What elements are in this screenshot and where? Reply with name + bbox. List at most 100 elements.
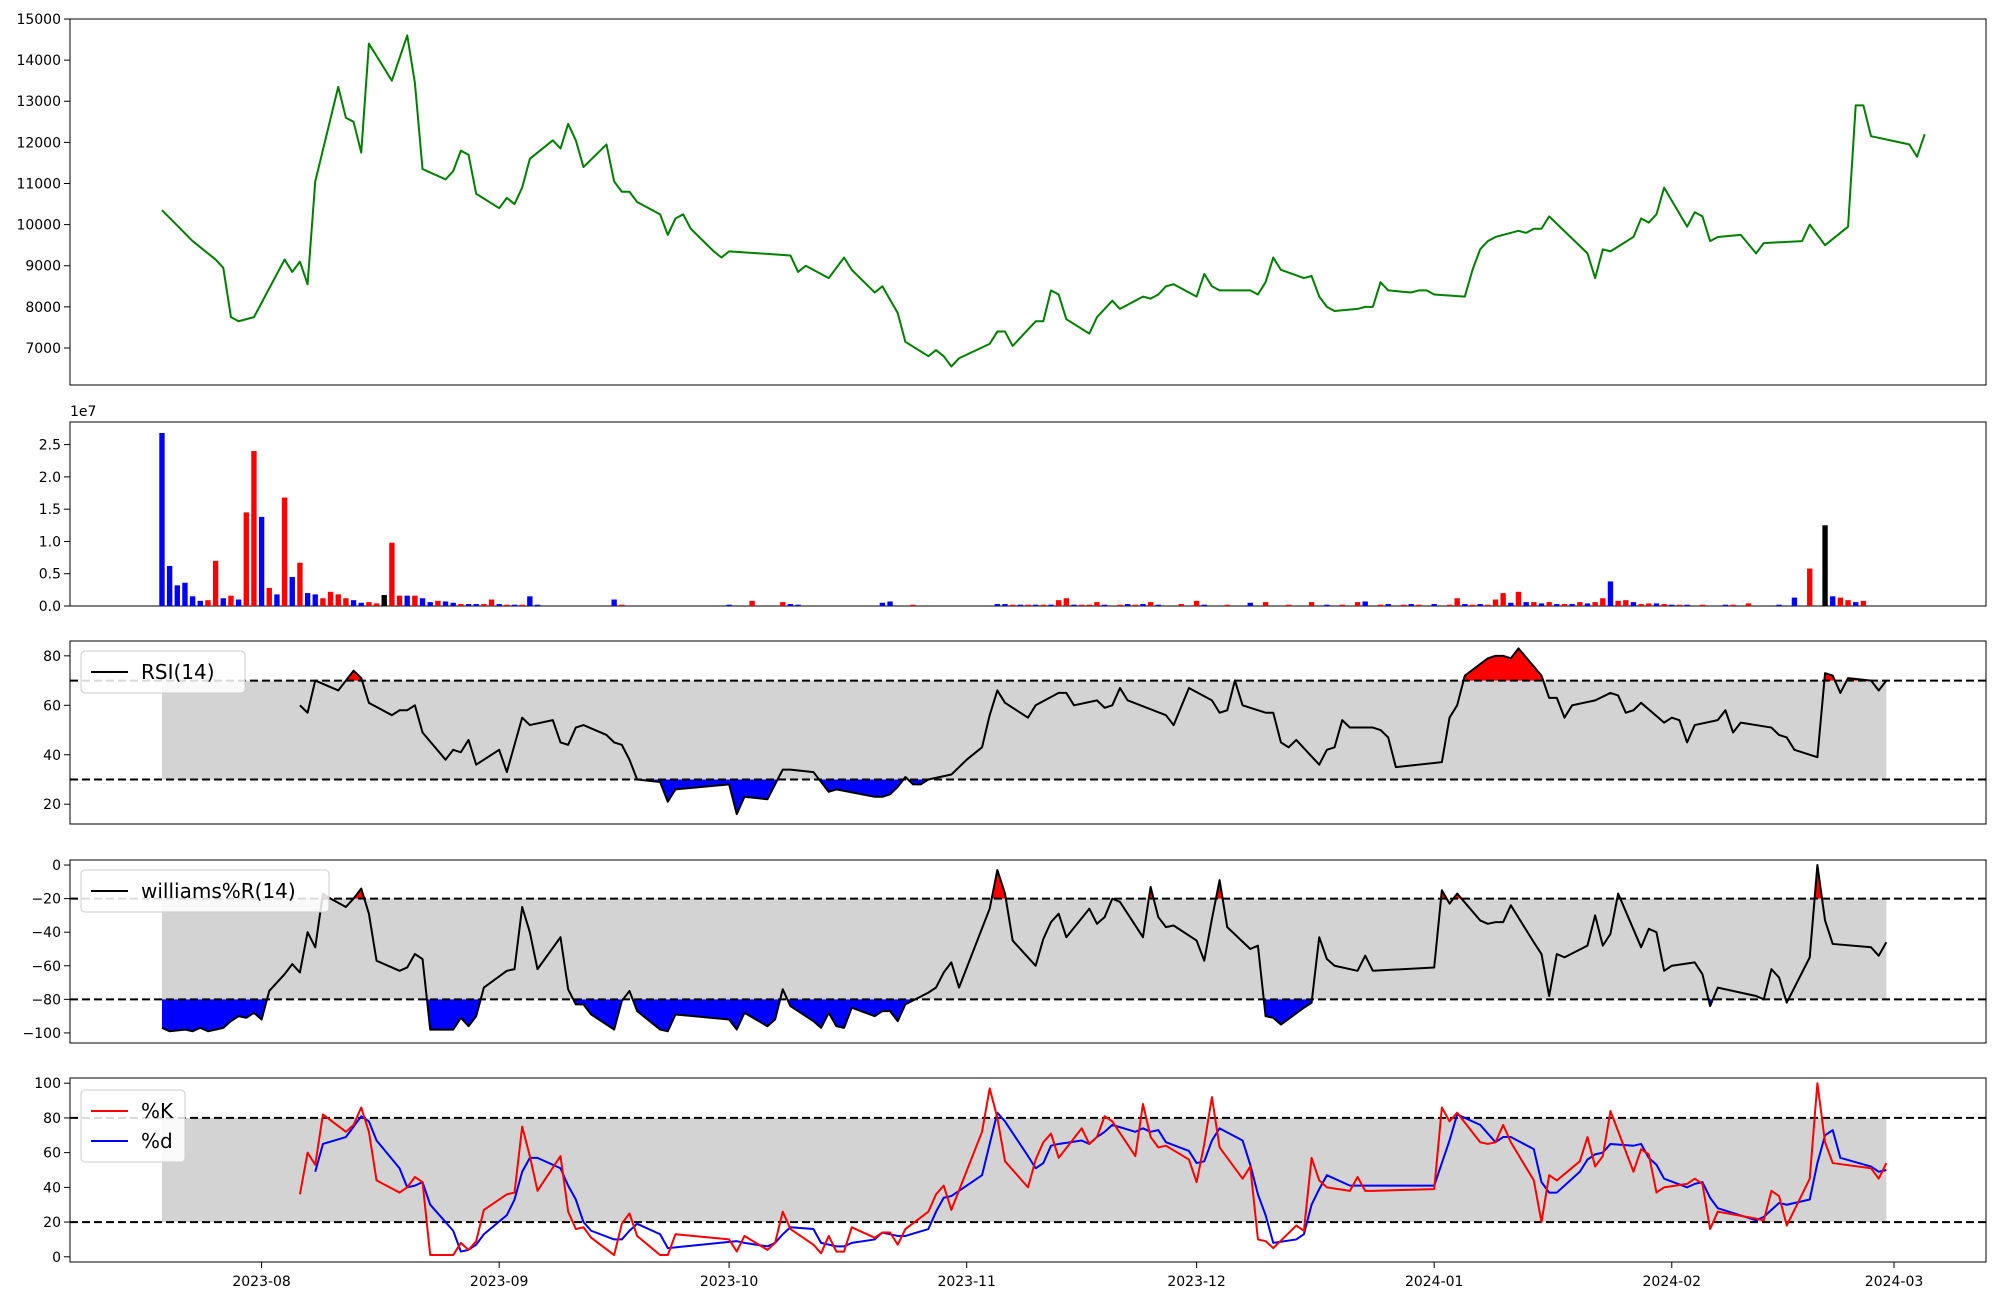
- volume-bar: [412, 595, 418, 606]
- volume-bar: [1247, 602, 1253, 606]
- x-tick-label: 2023-12: [1167, 1274, 1226, 1290]
- volume-bar: [1845, 600, 1851, 606]
- rsi-overbought-fill: [1463, 648, 1544, 681]
- volume-bar: [1646, 603, 1652, 606]
- volume-bar: [212, 560, 219, 606]
- y-tick-label: 60: [43, 1146, 61, 1162]
- y-tick-label: −60: [31, 959, 61, 975]
- x-tick-label: 2024-03: [1865, 1274, 1924, 1290]
- legend-label: %K: [141, 1099, 174, 1123]
- williams-line: [161, 864, 1888, 1033]
- legend-box: [80, 1089, 186, 1163]
- volume-bar: [1623, 600, 1629, 606]
- y-tick-label: 1.0: [39, 534, 61, 550]
- volume-bar: [327, 591, 334, 606]
- stochastic-neutral-band: [161, 1117, 1887, 1223]
- volume-bar: [243, 512, 249, 606]
- volume-bar: [1492, 599, 1499, 606]
- legend-box: [80, 869, 330, 913]
- volume-bar: [1508, 602, 1514, 606]
- y-tick-label: 8000: [25, 300, 61, 316]
- volume-bar: [1086, 604, 1092, 606]
- volume-bar: [1025, 604, 1031, 606]
- y-tick-label: 11000: [16, 176, 61, 192]
- y-tick-label: −100: [23, 1026, 61, 1042]
- volume-bar: [1071, 604, 1077, 606]
- volume-bar: [1615, 600, 1621, 606]
- volume-bar: [1638, 604, 1644, 606]
- volume-bar: [1653, 603, 1660, 606]
- volume-bar: [358, 602, 364, 606]
- volume-bar: [1147, 602, 1154, 606]
- volume-bar: [235, 599, 242, 606]
- price-y-axis: 7000 8000 9000 10000 11000 12000 13000 14000 150…: [16, 12, 70, 357]
- volume-bar: [1431, 604, 1437, 606]
- volume-bar: [281, 497, 288, 606]
- volume-bar: [320, 598, 326, 606]
- price-axes-frame: [69, 18, 1987, 386]
- volume-bar: [1140, 604, 1146, 606]
- x-tick-label: 2023-10: [700, 1274, 759, 1290]
- volume-bar: [1055, 600, 1062, 606]
- y-tick-label: 13000: [16, 94, 61, 110]
- volume-bar: [1523, 602, 1529, 606]
- volume-bar: [1262, 602, 1269, 606]
- volume-bar: [1339, 604, 1345, 606]
- volume-bar: [1324, 604, 1330, 606]
- volume-bar: [343, 598, 349, 606]
- volume-bar: [1776, 604, 1782, 606]
- volume-bar: [304, 593, 311, 606]
- volume-bar: [726, 604, 732, 606]
- volume-bar: [228, 595, 234, 606]
- volume-bar: [1791, 597, 1798, 606]
- volume-bar: [450, 602, 456, 606]
- volume-bar: [534, 604, 541, 606]
- volume-bar: [1385, 604, 1391, 606]
- x-tick-label: 2023-08: [232, 1274, 291, 1290]
- y-tick-label: 1.5: [39, 502, 61, 518]
- volume-bar: [1661, 604, 1667, 606]
- volume-bar: [1354, 602, 1361, 606]
- y-tick-label: 7000: [25, 341, 61, 357]
- y-tick-label: 0: [52, 858, 61, 874]
- volume-bar: [1308, 602, 1315, 606]
- volume-bar: [1032, 604, 1039, 606]
- volume-bar: [1569, 604, 1575, 606]
- volume-bar: [511, 604, 518, 606]
- y-tick-label: 20: [43, 1215, 61, 1231]
- volume-bar: [419, 598, 426, 606]
- volume-bar: [488, 599, 495, 606]
- volume-bar: [1094, 602, 1100, 606]
- stoch-k-line: [298, 1082, 1888, 1257]
- rsi-y-axis: 20 40 60 80: [43, 649, 70, 813]
- volume-bar: [1048, 604, 1054, 606]
- volume-bar: [1577, 602, 1583, 606]
- volume-bar: [1101, 604, 1108, 606]
- volume-bar: [481, 604, 487, 606]
- volume-bar: [1462, 604, 1468, 606]
- williams-overbought-fill: [991, 870, 1006, 899]
- volume-bar: [749, 600, 755, 606]
- volume-bar: [1002, 604, 1008, 606]
- williams-oversold-fill: [1263, 999, 1312, 1025]
- volume-bar: [435, 600, 441, 606]
- volume-bar: [1684, 604, 1690, 606]
- volume-bar: [458, 604, 464, 606]
- volume-bar: [1124, 604, 1131, 606]
- volume-bar: [251, 451, 257, 606]
- volume-bar: [274, 594, 280, 606]
- y-tick-label: 10000: [16, 218, 61, 234]
- volume-bar: [1117, 604, 1123, 606]
- williams-oversold-fill: [787, 999, 916, 1028]
- volume-bar: [182, 582, 188, 606]
- williams-oversold-fill: [426, 999, 481, 1030]
- legend-label: %d: [141, 1129, 173, 1153]
- volume-bar: [404, 595, 410, 606]
- volume-bar: [1285, 604, 1292, 606]
- volume-bar: [1446, 604, 1453, 606]
- volume-bar: [1584, 603, 1591, 606]
- volume-bar: [1469, 604, 1476, 606]
- volume-bar: [166, 565, 173, 606]
- volume-bar: [350, 600, 357, 606]
- volume-bar: [527, 596, 533, 606]
